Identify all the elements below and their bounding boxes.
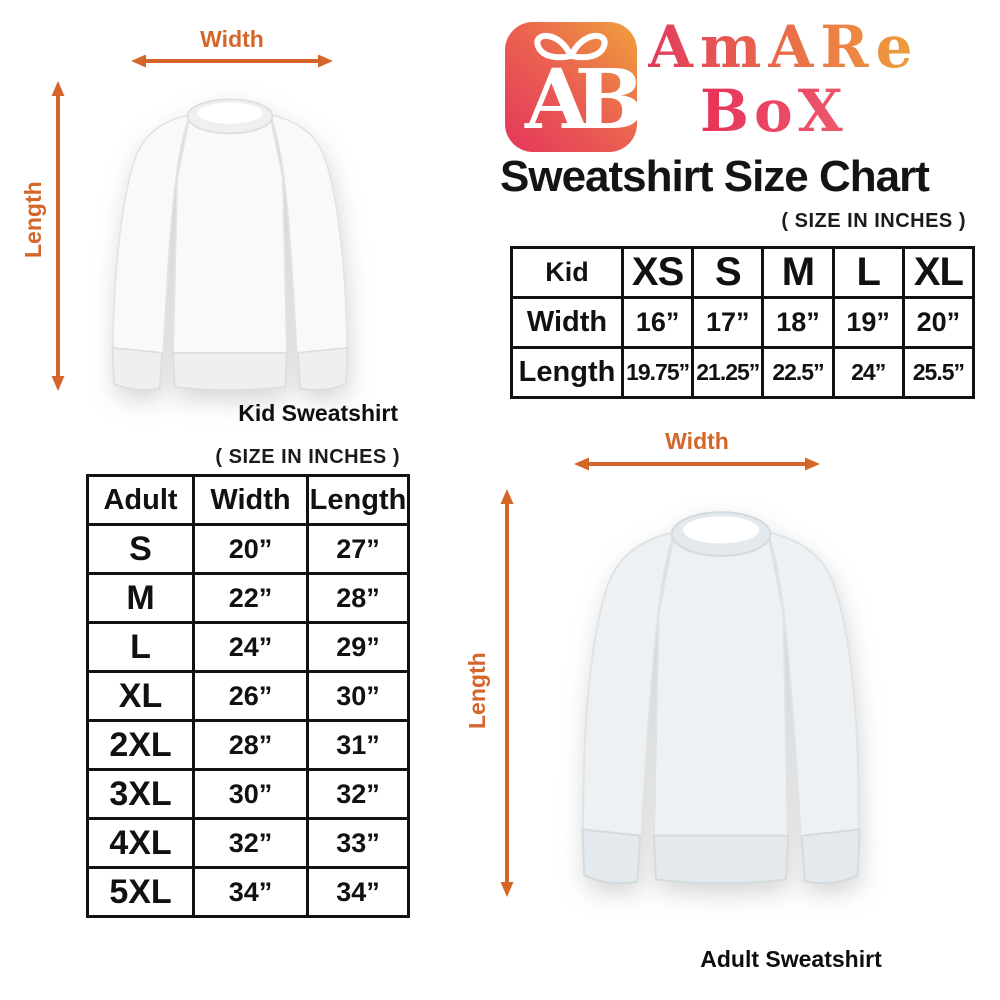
kid-table-row-2: Length 19.75” 21.25” 22.5” 24” 25.5” (510, 346, 976, 399)
brand-name-line1: AmARe (648, 13, 920, 81)
adult-table-cell-r2c2: 28” (306, 572, 410, 624)
kid-width-label: Width (200, 26, 264, 52)
kid-table-cell-r2c4: 24” (831, 346, 905, 399)
adult-table-row-2: M 22” 28” (86, 572, 410, 624)
kid-table-cell-r2c5: 25.5” (901, 346, 976, 399)
adult-table-cell-r7c1: 32” (192, 817, 309, 869)
kid-length-label: Length (20, 181, 46, 259)
kid-table-cell-r1c2: 17” (691, 296, 765, 349)
kid-length-arrow-icon (51, 81, 65, 391)
kid-table-cell-r2c0: Length (510, 346, 624, 399)
adult-length-arrow-icon (500, 489, 514, 897)
adult-table-cell-r3c2: 29” (306, 621, 410, 673)
adult-table-cell-r4c2: 30” (306, 670, 410, 722)
adult-table-cell-r6c2: 32” (306, 768, 410, 820)
adult-width-arrow-icon (574, 457, 820, 471)
adult-table-cell-r8c0: 5XL (86, 866, 195, 918)
kid-size-note: ( SIZE IN INCHES ) (781, 210, 966, 232)
adult-table-row-1: S 20” 27” (86, 523, 410, 575)
kid-table-cell-r0c2: S (691, 246, 765, 299)
kid-sweatshirt-image (111, 98, 349, 392)
adult-size-table: Adult Width Length S 20” 27” M 22” 28” L 24” 29” XL 2… (86, 474, 410, 918)
kid-table-cell-r1c0: Width (510, 296, 624, 349)
kid-table-cell-r2c3: 22.5” (761, 346, 835, 399)
brand-logo: AB (505, 22, 637, 152)
adult-table-row-4: XL 26” 30” (86, 670, 410, 722)
adult-table-cell-r4c1: 26” (192, 670, 309, 722)
kid-width-arrow-icon (131, 54, 333, 68)
kid-table-cell-r0c0: Kid (510, 246, 624, 299)
adult-table-cell-r7c2: 33” (306, 817, 410, 869)
adult-table-cell-r5c1: 28” (192, 719, 309, 771)
adult-table-cell-r2c0: M (86, 572, 195, 624)
kid-table-cell-r1c1: 16” (620, 296, 695, 349)
adult-table-cell-r8c2: 34” (306, 866, 410, 918)
adult-sweatshirt-graphic (581, 511, 861, 885)
adult-table-row-5: 2XL 28” 31” (86, 719, 410, 771)
adult-table-cell-r8c1: 34” (192, 866, 309, 918)
adult-table-cell-r0c0: Adult (86, 474, 195, 526)
brand-monogram: AB (524, 52, 637, 148)
adult-table-cell-r1c1: 20” (192, 523, 309, 575)
adult-table-row-8: 5XL 34” 34” (86, 866, 410, 918)
adult-table-row-3: L 24” 29” (86, 621, 410, 673)
adult-table-row-6: 3XL 30” 32” (86, 768, 410, 820)
adult-table-cell-r3c0: L (86, 621, 195, 673)
adult-table-cell-r0c1: Width (192, 474, 309, 526)
adult-table-cell-r2c1: 22” (192, 572, 309, 624)
adult-table-row-0: Adult Width Length (86, 474, 410, 526)
kid-table-cell-r1c4: 19” (831, 296, 905, 349)
adult-table-cell-r5c0: 2XL (86, 719, 195, 771)
adult-table-cell-r6c1: 30” (192, 768, 309, 820)
kid-size-table: Kid XS S M L XL Width 16” 17” 18” 19” 20” Length 19.7… (510, 246, 976, 399)
adult-size-note: ( SIZE IN INCHES ) (215, 446, 400, 468)
kid-table-cell-r2c1: 19.75” (620, 346, 695, 399)
kid-table-row-0: Kid XS S M L XL (510, 246, 976, 299)
kid-table-cell-r0c5: XL (901, 246, 976, 299)
kid-table-cell-r0c4: L (831, 246, 905, 299)
adult-table-cell-r0c2: Length (306, 474, 410, 526)
adult-table-cell-r3c1: 24” (192, 621, 309, 673)
adult-length-label: Length (464, 652, 490, 730)
kid-table-row-1: Width 16” 17” 18” 19” 20” (510, 296, 976, 349)
brand-name-line2: BoX (700, 77, 848, 145)
adult-sweatshirt-image (581, 511, 861, 885)
adult-table-cell-r6c0: 3XL (86, 768, 195, 820)
adult-caption: Adult Sweatshirt (700, 946, 882, 972)
kid-caption: Kid Sweatshirt (238, 400, 398, 426)
adult-table-cell-r1c2: 27” (306, 523, 410, 575)
kid-table-cell-r0c3: M (761, 246, 835, 299)
adult-table-cell-r7c0: 4XL (86, 817, 195, 869)
adult-table-cell-r4c0: XL (86, 670, 195, 722)
adult-table-cell-r1c0: S (86, 523, 195, 575)
gift-bow-icon (534, 32, 608, 61)
kid-table-cell-r1c5: 20” (901, 296, 976, 349)
kid-sweatshirt-graphic (111, 98, 349, 392)
logo-tile-background (505, 22, 637, 152)
adult-table-row-7: 4XL 32” 33” (86, 817, 410, 869)
kid-table-cell-r0c1: XS (620, 246, 695, 299)
kid-table-cell-r1c3: 18” (761, 296, 835, 349)
adult-table-cell-r5c2: 31” (306, 719, 410, 771)
page-title: Sweatshirt Size Chart (500, 152, 930, 201)
adult-width-label: Width (665, 428, 729, 454)
kid-table-cell-r2c2: 21.25” (691, 346, 765, 399)
